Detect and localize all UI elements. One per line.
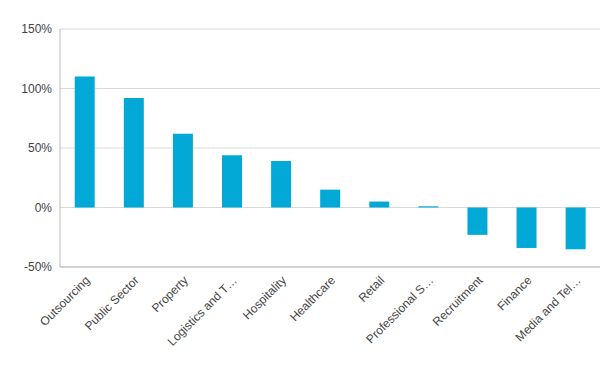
svg-text:Finance: Finance bbox=[494, 273, 534, 313]
svg-text:Media and Tel…: Media and Tel… bbox=[513, 273, 584, 344]
svg-text:Public Sector: Public Sector bbox=[82, 273, 142, 333]
svg-text:0%: 0% bbox=[35, 201, 53, 215]
svg-text:Property: Property bbox=[149, 273, 191, 315]
svg-text:Healthcare: Healthcare bbox=[287, 273, 338, 324]
svg-text:Retail: Retail bbox=[356, 273, 388, 305]
svg-text:-50%: -50% bbox=[24, 260, 52, 274]
svg-text:Recruitment: Recruitment bbox=[430, 273, 486, 329]
svg-text:100%: 100% bbox=[21, 82, 52, 96]
svg-text:Professional S…: Professional S… bbox=[363, 273, 436, 346]
svg-text:Hospitality: Hospitality bbox=[240, 273, 289, 322]
svg-text:50%: 50% bbox=[28, 141, 52, 155]
svg-text:Logistics and T…: Logistics and T… bbox=[165, 273, 240, 348]
svg-text:Outsourcing: Outsourcing bbox=[37, 273, 93, 329]
svg-text:150%: 150% bbox=[21, 22, 52, 36]
